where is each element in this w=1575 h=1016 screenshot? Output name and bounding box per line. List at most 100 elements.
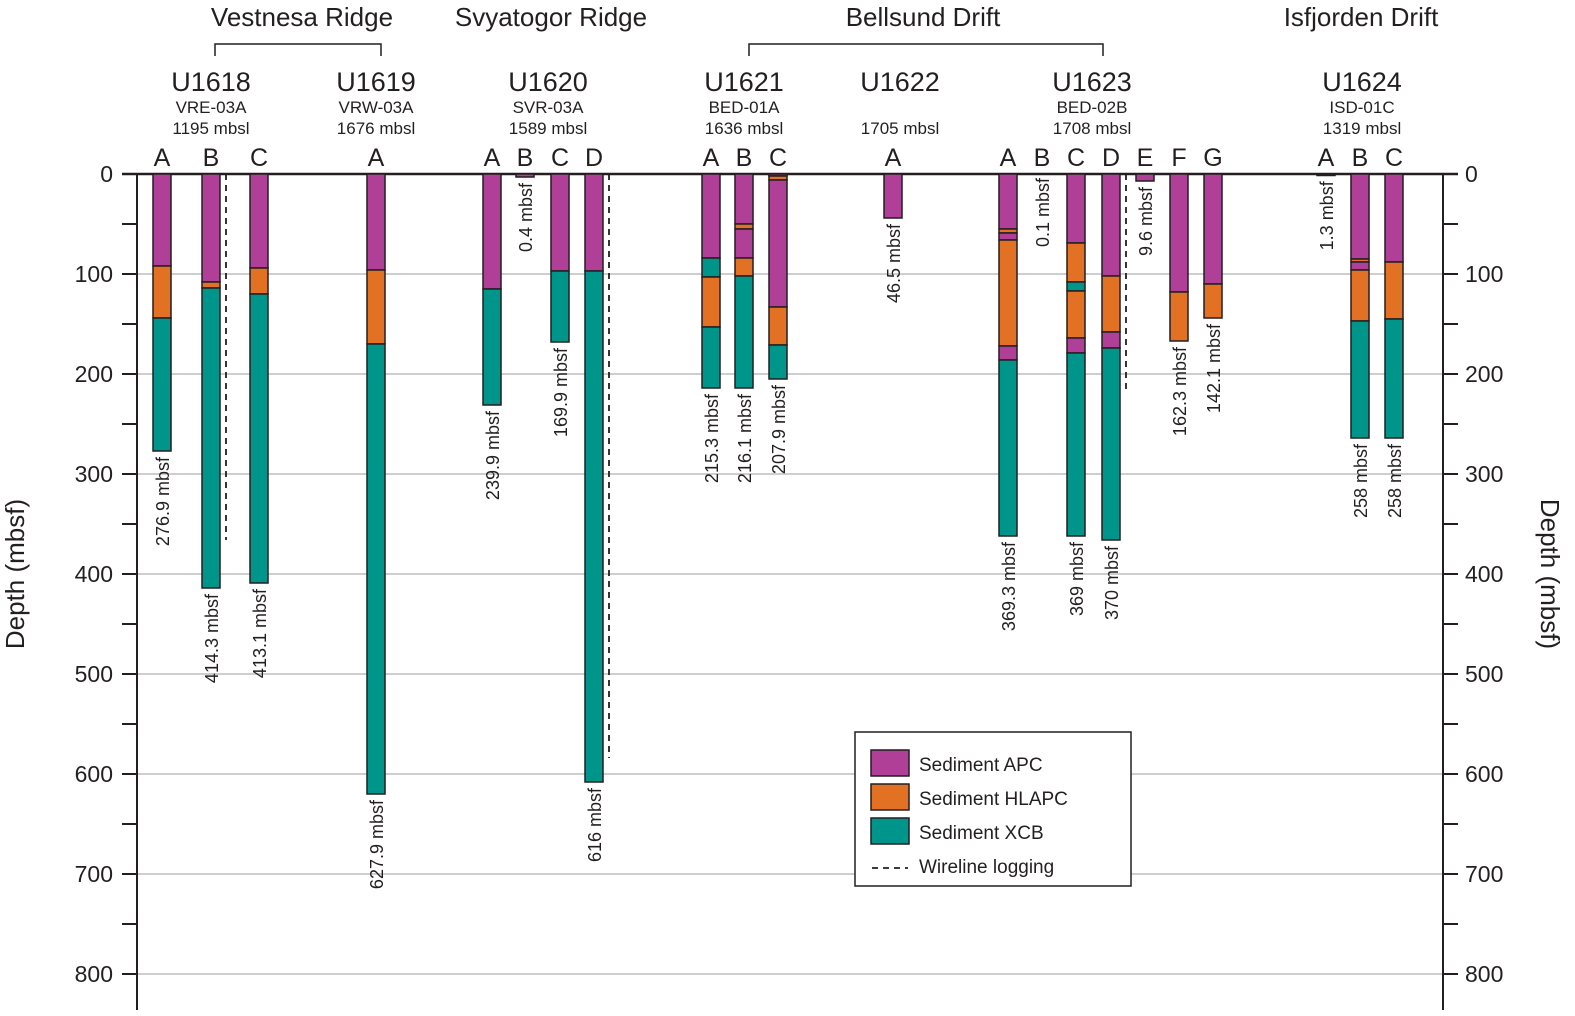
axes: 0 0 100 100 200 200 300 300 400 400 500 500 600 600 70… [0,161,1565,1010]
core-segment-hlapc [249,267,269,295]
region-bracket [748,43,1104,56]
hole-letter: G [1203,144,1222,172]
core-segment-xcb [734,275,754,389]
core-segment-hlapc [998,239,1018,347]
site-name: U1619 [336,67,416,97]
core-segment-apc [1350,261,1370,271]
water-depth: 1589 mbsl [509,119,587,138]
core-segment-apc [998,232,1018,241]
core-segment-apc [1203,173,1223,285]
penetration-depth-label: 369 mbsf [1067,541,1087,616]
water-depth: 1636 mbsl [705,119,783,138]
core-segment-xcb [584,270,604,783]
left-tick-label: 500 [75,661,113,687]
core-segment-apc [1350,173,1370,260]
left-axis-title: Depth (mbsf) [0,499,30,649]
core-segment-xcb [768,344,788,380]
hole-letter: B [1034,144,1051,172]
penetration-depth-label: 162.3 mbsf [1170,346,1190,436]
core-segment-hlapc [201,281,221,289]
core-segment-apc [734,173,754,225]
hole-letter: A [1318,144,1335,172]
left-tick-label: 800 [75,961,113,987]
site-code: BED-01A [709,98,781,117]
legend-swatch-xcb [870,817,910,845]
site-name: U1624 [1322,67,1402,97]
hole-letter: C [250,144,268,172]
water-depth: 1195 mbsl [172,119,249,138]
core-segment-apc [1135,173,1155,182]
hole-U1624A: A 1.3 mbsf [1316,144,1337,250]
site-name: U1622 [860,67,940,97]
hole-letter: B [1352,144,1369,172]
core-segment-hlapc [1169,291,1189,342]
hole-letter: D [1102,144,1120,172]
hole-U1621C: C 207.9 mbsf [768,144,789,474]
left-tick-label: 100 [75,261,113,287]
core-segment-xcb [701,326,721,389]
site-U1622: U1622 1705 mbsl A 46.5 mbsf [860,67,940,303]
core-segment-hlapc [1066,242,1086,283]
core-segment-xcb [366,343,386,795]
penetration-depth-label: 414.3 mbsf [202,593,222,683]
legend-swatch-apc [870,749,910,777]
region-title: Svyatogor Ridge [455,2,647,32]
site-name: U1620 [508,67,588,97]
hole-letter: B [203,144,220,172]
core-segment-xcb [201,287,221,589]
core-segment-xcb [1066,352,1086,537]
core-segment-hlapc [701,276,721,328]
region-title: Bellsund Drift [846,2,1001,32]
core-segment-apc [1066,337,1086,354]
penetration-depth-label: 239.9 mbsf [483,410,503,500]
hole-U1620C: C 169.9 mbsf [550,144,571,437]
penetration-depth-label: 369.3 mbsf [999,541,1019,631]
hole-U1621A: A 215.3 mbsf [701,144,722,483]
hole-letter: A [368,144,385,172]
hole-U1623C: C 369 mbsf [1066,144,1087,616]
right-tick-label: 800 [1465,961,1503,987]
hole-U1623G: G 142.1 mbsf [1203,144,1224,413]
hole-U1621B: B 216.1 mbsf [734,144,755,483]
penetration-depth-label: 258 mbsf [1385,443,1405,518]
core-segment-hlapc [366,269,386,345]
hole-letter: A [885,144,902,172]
core-segment-apc [249,173,269,269]
core-segment-xcb [1350,320,1370,439]
penetration-depth-label: 1.3 mbsf [1317,180,1337,250]
penetration-depth-label: 0.1 mbsf [1033,177,1053,247]
penetration-depth-label: 276.9 mbsf [153,456,173,546]
hole-U1618C: C 413.1 mbsf [249,144,270,678]
penetration-depth-label: 627.9 mbsf [367,799,387,889]
site-code: BED-02B [1057,98,1128,117]
site-code: ISD-01C [1329,98,1394,117]
legend-label: Sediment HLAPC [919,789,1068,810]
hole-U1623D: D 370 mbsf [1101,144,1127,620]
hole-U1618A: A 276.9 mbsf [152,144,173,546]
hole-U1623A: A 369.3 mbsf [998,144,1019,631]
hole-letter: E [1137,144,1154,172]
hole-U1624C: C 258 mbsf [1384,144,1405,518]
penetration-depth-label: 0.4 mbsf [516,182,536,252]
left-tick-label: 300 [75,461,113,487]
hole-U1624B: B 258 mbsf [1350,144,1371,518]
right-tick-label: 500 [1465,661,1503,687]
core-segment-hlapc [768,306,788,346]
core-segment-xcb [152,317,172,452]
penetration-depth-label: 258 mbsf [1351,443,1371,518]
core-segment-xcb [249,293,269,584]
core-segment-apc [998,173,1018,230]
left-tick-label: 700 [75,861,113,887]
left-tick-label: 600 [75,761,113,787]
core-segment-apc [883,173,903,219]
gridlines [137,273,1443,975]
core-segment-hlapc [1101,275,1121,333]
core-segment-apc [1384,173,1404,263]
hole-U1623E: E 9.6 mbsf [1135,144,1156,256]
site-code: SVR-03A [513,98,585,117]
